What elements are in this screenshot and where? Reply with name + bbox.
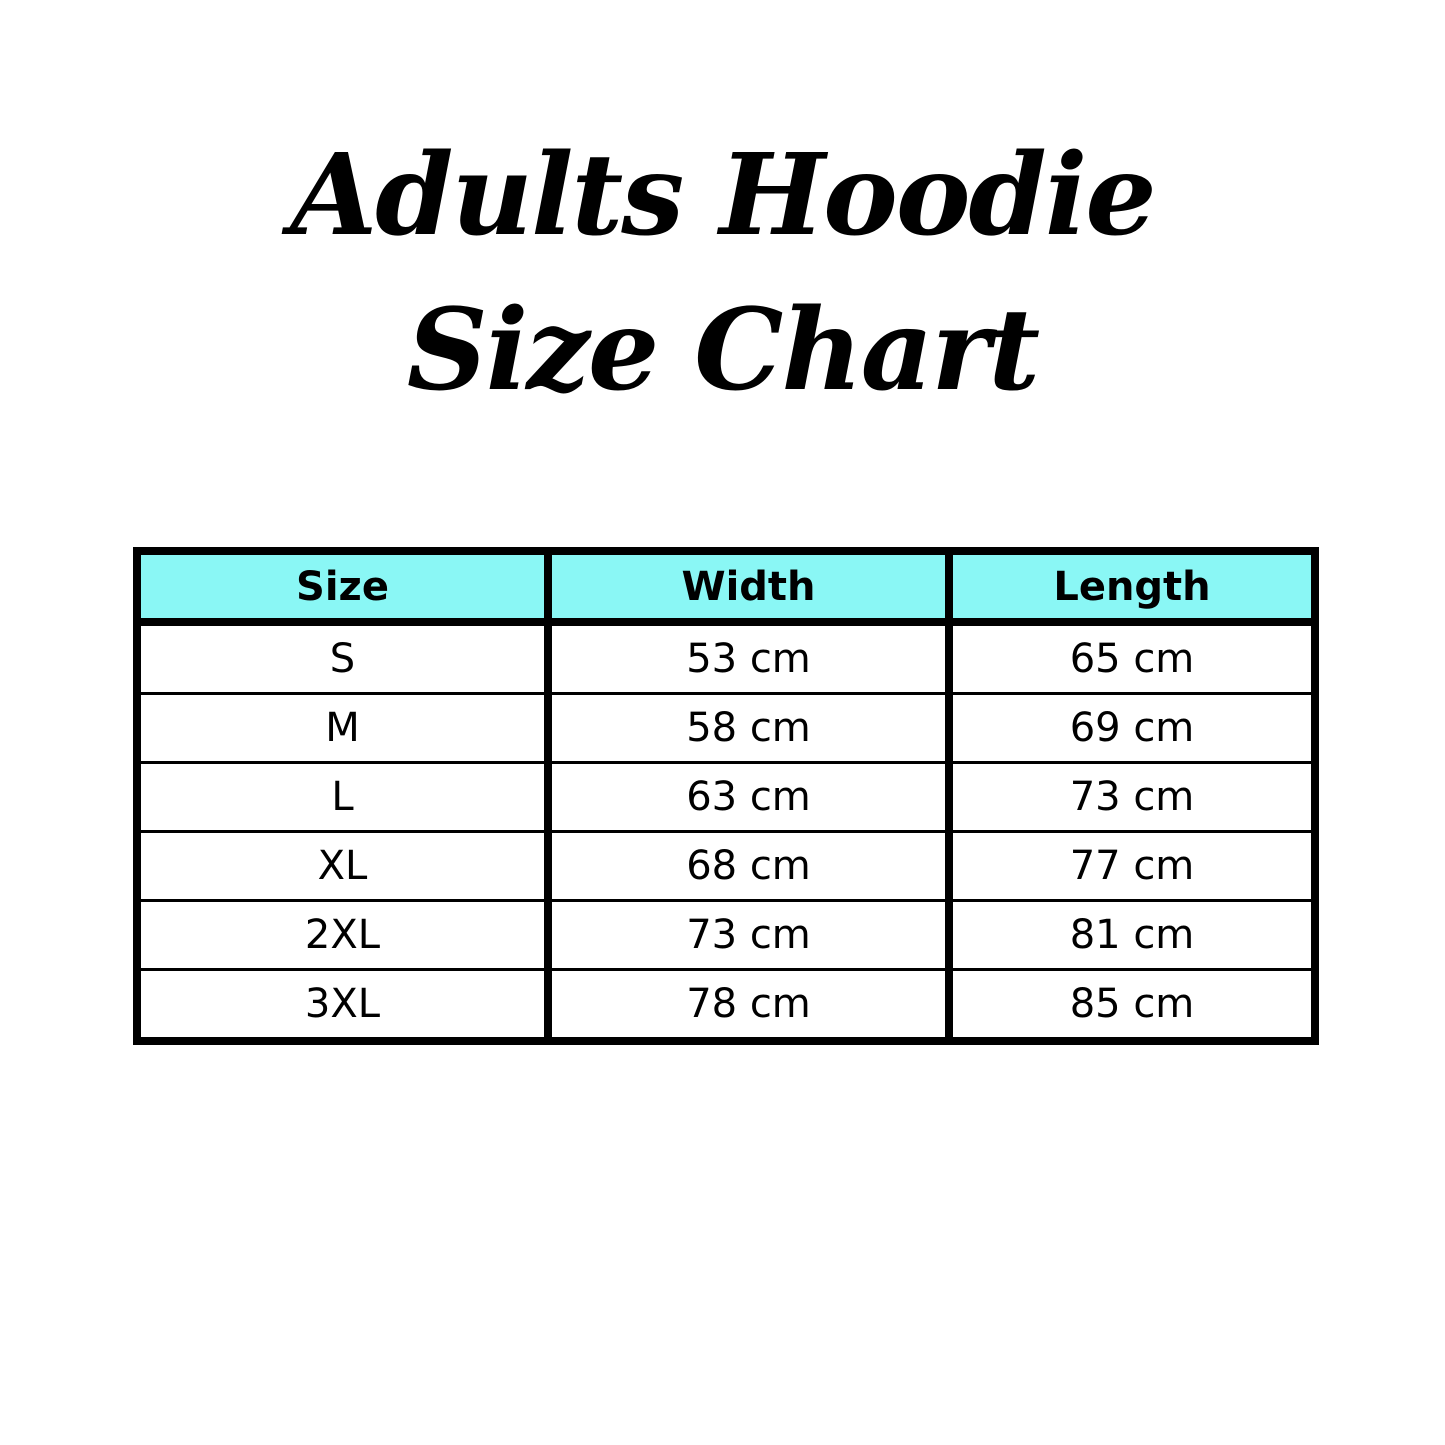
title-line-2: Size Chart xyxy=(406,285,1040,416)
size-cell: 2XL xyxy=(137,899,548,970)
header-width: Width xyxy=(544,551,949,626)
table-row: 2XL 73 cm 81 cm xyxy=(137,899,1315,970)
size-table: Size Width Length S 53 cm 65 cm M 58 cm 69 cm… xyxy=(133,547,1319,1045)
size-cell: M xyxy=(137,692,548,763)
header-size: Size xyxy=(137,551,548,626)
length-cell: 73 cm xyxy=(945,761,1315,832)
width-cell: 63 cm xyxy=(544,761,949,832)
size-cell: XL xyxy=(137,830,548,901)
table-row: 3XL 78 cm 85 cm xyxy=(137,968,1315,1041)
title-line-1: Adults Hoodie xyxy=(290,130,1156,261)
header-row: Size Width Length xyxy=(137,551,1315,626)
size-cell: 3XL xyxy=(137,968,548,1041)
size-cell: L xyxy=(137,761,548,832)
width-cell: 78 cm xyxy=(544,968,949,1041)
length-cell: 69 cm xyxy=(945,692,1315,763)
width-cell: 53 cm xyxy=(544,622,949,694)
width-cell: 73 cm xyxy=(544,899,949,970)
length-cell: 81 cm xyxy=(945,899,1315,970)
table-row: S 53 cm 65 cm xyxy=(137,622,1315,694)
size-cell: S xyxy=(329,636,356,682)
length-cell: 85 cm xyxy=(945,968,1315,1041)
table-row: L 63 cm 73 cm xyxy=(137,761,1315,832)
header-length: Length xyxy=(945,551,1315,626)
length-cell: 65 cm xyxy=(945,622,1315,694)
length-cell: 77 cm xyxy=(945,830,1315,901)
table-row: XL 68 cm 77 cm xyxy=(137,830,1315,901)
width-cell: 58 cm xyxy=(544,692,949,763)
width-cell: 68 cm xyxy=(544,830,949,901)
table-row: M 58 cm 69 cm xyxy=(137,692,1315,763)
